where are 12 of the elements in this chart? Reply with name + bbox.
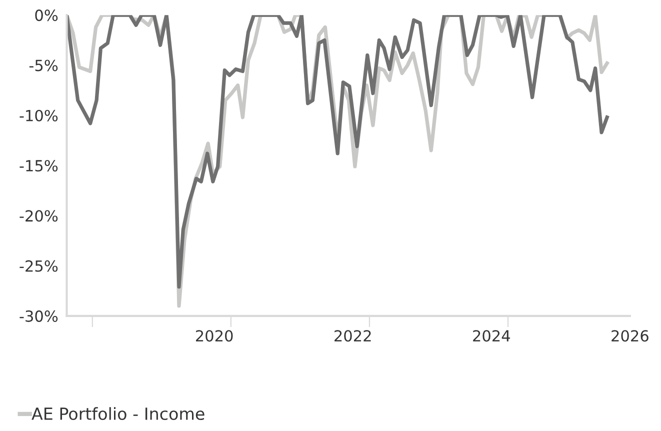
y-tick-label: -10% — [20, 110, 58, 122]
y-tick-label: -30% — [20, 310, 58, 322]
x-tick-label: 2024 — [473, 330, 510, 342]
x-tick-label: 2022 — [334, 330, 371, 342]
y-tick-label: -15% — [20, 160, 58, 172]
x-tick-label: 2020 — [196, 330, 233, 342]
x-tick-label: 2026 — [612, 330, 648, 342]
legend-label: AE Portfolio - Income — [32, 407, 204, 420]
y-tick-label: -25% — [20, 260, 58, 272]
y-tick-label: 0% — [35, 10, 58, 22]
y-tick-label: -5% — [29, 60, 58, 72]
y-tick-label: -20% — [20, 210, 58, 222]
